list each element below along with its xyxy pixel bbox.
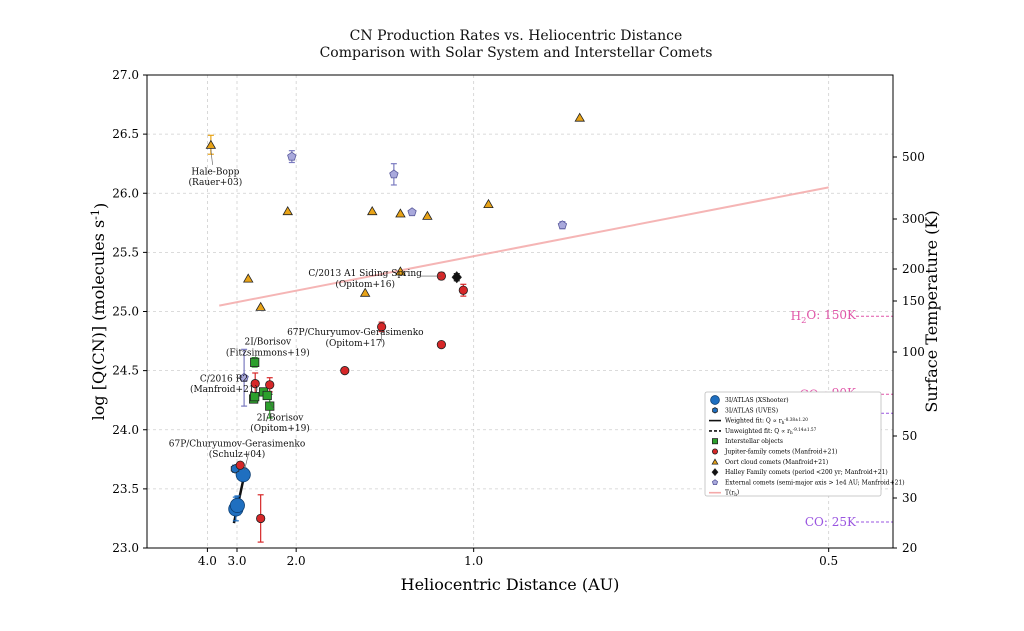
legend-label: Interstellar objects <box>725 438 783 445</box>
annotation-layer: Hale-Bopp (Rauer+03) 2I/Borisov (Fitzsimmon… <box>169 149 442 471</box>
data-point <box>287 151 297 161</box>
data-point <box>256 513 266 524</box>
temperature-reference-label: H2O: 150K <box>791 308 857 325</box>
data-point <box>340 366 350 376</box>
data-point <box>235 460 245 470</box>
point-annotation: 2I/Borisov (Opitom+19) <box>250 413 310 434</box>
legend: 3I/ATLAS (XShooter) 3I/ATLAS (UVES) Weight… <box>704 391 905 497</box>
right-tick-label: 50 <box>902 429 917 443</box>
data-point <box>359 287 371 297</box>
legend-box <box>704 391 882 497</box>
data-point <box>243 273 254 283</box>
data-point <box>458 285 468 295</box>
chart-subtitle: Comparison with Solar System and Interst… <box>320 45 713 61</box>
y-tick-label: 24.5 <box>112 364 139 378</box>
point-annotation: C/2013 A1 Siding Spring (Opitom+16) <box>308 269 422 290</box>
annotation-leader <box>244 450 250 471</box>
x-tick-label: 3.0 <box>227 554 246 568</box>
y-tick-label: 26.0 <box>112 186 139 200</box>
legend-label: 3I/ATLAS (XShooter) <box>725 397 789 404</box>
legend-marker <box>712 448 719 455</box>
right-tick-label: 150 <box>902 294 925 308</box>
data-point <box>265 380 275 390</box>
data-point <box>250 392 260 402</box>
data-point <box>265 401 275 411</box>
legend-marker <box>712 438 719 445</box>
legend-label: External comets (semi-major axis > 1e4 A… <box>725 479 905 486</box>
fit-line <box>219 186 829 307</box>
data-point <box>250 379 260 389</box>
data-point <box>557 220 568 230</box>
x-tick-label: 0.5 <box>819 554 838 568</box>
point-annotation: 67P/Churyumov-Gerasimenko (Schulz+04) <box>169 439 306 460</box>
legend-label: Halley Family comets (period <200 yr; Ma… <box>725 469 888 476</box>
data-point <box>483 198 494 209</box>
data-point <box>422 210 433 220</box>
legend-marker <box>712 407 718 414</box>
legend-label: Unweighted fit: Q ∝ rh-9.14±1.57 <box>725 427 817 435</box>
right-tick-label: 500 <box>902 150 925 164</box>
y-tick-label: 27.0 <box>112 68 139 82</box>
right-tick-label: 20 <box>902 541 917 555</box>
data-point <box>250 357 260 367</box>
data-point <box>229 497 245 513</box>
legend-label: Weighted fit: Q ∝ rh-8.38±1.20 <box>725 417 808 425</box>
x-axis-label: Heliocentric Distance (AU) <box>401 575 620 594</box>
temperature-reference-label: CO: 25K <box>805 515 857 529</box>
point-annotation: 67P/Churyumov-Gerasimenko (Opitom+17) <box>287 328 424 349</box>
point-annotation: C/2016 R2 (Manfroid+21) <box>190 374 258 395</box>
y-axis-label: log [Q(CN)] (molecules s-1) <box>89 203 110 421</box>
data-point <box>255 301 266 311</box>
data-point <box>282 205 293 216</box>
legend-label: T(rh) <box>725 489 739 497</box>
chart-title: CN Production Rates vs. Heliocentric Dis… <box>350 28 683 44</box>
data-point <box>239 372 249 382</box>
tick-layer: 4.0 3.0 2.0 1.0 0.5 23.0 23.5 24.0 24.5 25.0 25.5 2… <box>112 68 925 568</box>
data-point <box>407 207 417 217</box>
data-point <box>451 271 462 284</box>
legend-label: Jupiter-family comets (Manfroid+21) <box>724 449 838 456</box>
right-tick-label: 300 <box>902 212 925 226</box>
annotation-leader <box>210 149 213 165</box>
data-point <box>436 340 446 350</box>
y-tick-label: 23.0 <box>112 541 139 555</box>
annotation-leader <box>269 402 275 410</box>
data-point <box>395 208 406 218</box>
y-tick-label: 24.0 <box>112 423 139 437</box>
right-tick-label: 100 <box>902 345 925 359</box>
annotation-leader <box>254 353 257 361</box>
y-tick-label: 25.5 <box>112 245 139 259</box>
legend-marker <box>711 468 719 477</box>
x-tick-label: 2.0 <box>287 554 306 568</box>
legend-marker <box>710 395 720 405</box>
y-tick-label: 25.0 <box>112 305 139 319</box>
y-tick-label: 26.5 <box>112 127 139 141</box>
legend-marker <box>711 479 719 486</box>
x-tick-label: 4.0 <box>198 554 217 568</box>
legend-marker <box>711 458 719 465</box>
x-tick-label: 1.0 <box>464 554 483 568</box>
legend-label: 3I/ATLAS (UVES) <box>725 407 778 414</box>
data-point-layer <box>205 112 586 524</box>
right-tick-label: 30 <box>902 491 917 505</box>
legend-label: Oort cloud comets (Manfroid+21) <box>725 459 828 466</box>
data-point <box>367 205 378 216</box>
data-point <box>205 139 217 149</box>
data-point <box>389 169 399 179</box>
right-axis-label: Surface Temperature (K) <box>922 210 941 412</box>
data-point <box>395 266 406 276</box>
point-annotation: 2I/Borisov (Fitzsimmons+19) <box>226 338 310 359</box>
data-point <box>574 112 586 122</box>
point-annotation: Hale-Bopp (Rauer+03) <box>188 167 242 188</box>
y-tick-label: 23.5 <box>112 482 139 496</box>
data-point <box>262 390 272 401</box>
right-tick-label: 200 <box>902 262 925 276</box>
